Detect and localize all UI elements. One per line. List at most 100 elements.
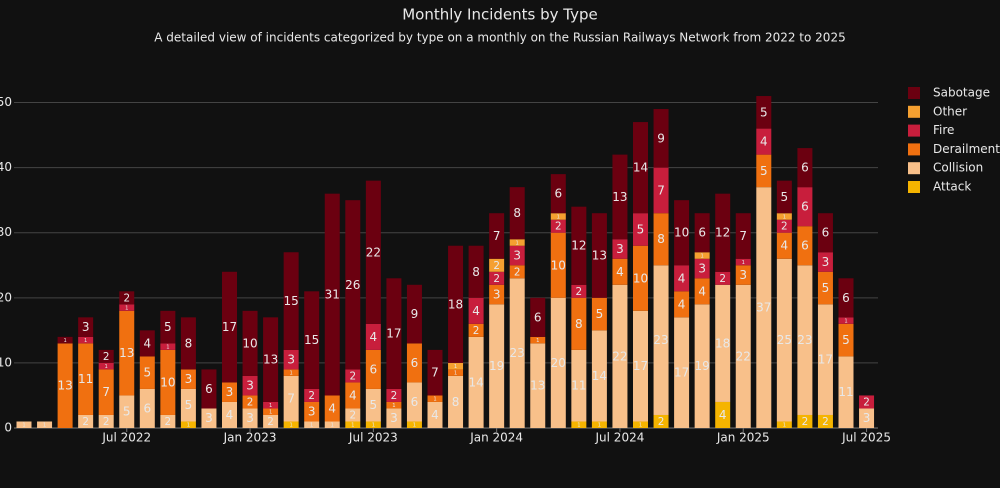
- data-label: 2: [473, 325, 480, 337]
- data-label: 23: [510, 346, 525, 360]
- bar-segment: [633, 245, 648, 311]
- data-label: 6: [411, 395, 419, 409]
- bar-segment: [715, 401, 731, 428]
- data-label: 1: [742, 260, 745, 266]
- x-tick-label: Jan 2025: [716, 431, 770, 445]
- bar-segment: [468, 336, 484, 428]
- data-label: 3: [616, 242, 624, 256]
- data-label: 19: [489, 359, 504, 373]
- data-label: 1: [783, 423, 786, 429]
- bar-segment: [776, 421, 792, 428]
- bar-segment: [324, 193, 340, 396]
- bar-segment: [324, 395, 340, 422]
- bar-segment: [386, 401, 402, 409]
- bar-segment: [386, 278, 402, 389]
- data-label: 3: [493, 288, 501, 302]
- x-tick-label: Jan 2024: [469, 431, 523, 445]
- data-label: 10: [551, 258, 566, 272]
- bar-segment: [406, 284, 422, 344]
- chart-title: Monthly Incidents by Type: [402, 6, 598, 24]
- data-label: 4: [678, 297, 686, 311]
- bar-segment: [365, 388, 381, 422]
- bar-segment: [78, 343, 94, 415]
- data-label: 6: [801, 200, 809, 214]
- data-label: 4: [760, 135, 768, 149]
- x-tick-label: Jan 2023: [223, 431, 277, 445]
- data-label: 22: [736, 349, 751, 363]
- data-label: 1: [577, 423, 580, 429]
- data-label: 1: [413, 423, 416, 429]
- bar-segment: [242, 375, 258, 396]
- data-label: 7: [657, 183, 665, 197]
- bar-segment: [776, 219, 792, 233]
- legend-swatch: [908, 162, 920, 175]
- bar-segment: [735, 258, 751, 266]
- bar-segment: [78, 336, 94, 344]
- data-label: 12: [715, 226, 730, 240]
- data-label: 1: [844, 319, 847, 325]
- data-label: 3: [185, 372, 193, 386]
- data-label: 5: [637, 222, 645, 236]
- data-label: 31: [325, 288, 340, 302]
- bar-segment: [98, 414, 114, 428]
- bar-segment: [550, 297, 566, 428]
- bar-segment: [160, 349, 176, 415]
- bar-segment: [571, 206, 587, 285]
- data-label: 2: [658, 416, 665, 428]
- data-label: 25: [777, 333, 792, 347]
- bar-segment: [694, 278, 710, 305]
- data-label: 3: [698, 262, 706, 276]
- bar-segment: [838, 317, 854, 324]
- bar-segment: [571, 349, 587, 422]
- bar-segment: [139, 356, 155, 389]
- bar-segment: [263, 408, 279, 415]
- bar-segment: [509, 245, 525, 266]
- bar-segment: [139, 330, 155, 357]
- bar-segment: [694, 252, 710, 259]
- bar-segment: [119, 310, 135, 396]
- data-label: 3: [390, 411, 398, 425]
- data-label: 6: [698, 226, 706, 240]
- bar-segment: [838, 356, 854, 428]
- bar-segment: [797, 187, 813, 227]
- bar-segment: [694, 258, 710, 279]
- data-label: 1: [43, 423, 46, 429]
- data-label: 14: [468, 375, 483, 389]
- data-label: 8: [575, 317, 583, 331]
- bar-segment: [489, 271, 505, 285]
- bar-segment: [612, 239, 628, 259]
- data-label: 13: [530, 379, 545, 393]
- data-label: 10: [160, 375, 175, 389]
- bar-segment: [406, 421, 422, 428]
- data-label: 4: [370, 330, 378, 344]
- bar-segment: [797, 414, 813, 428]
- data-label: 1: [392, 403, 395, 409]
- data-label: 8: [657, 232, 665, 246]
- legend-label: Collision: [933, 161, 983, 175]
- data-label: 15: [304, 333, 319, 347]
- bar-segment: [78, 414, 94, 428]
- bar-segment: [242, 395, 258, 409]
- data-label: 17: [386, 327, 401, 341]
- bar-segment: [448, 369, 464, 376]
- data-label: 1: [289, 423, 292, 429]
- data-label: 4: [226, 408, 234, 422]
- bar-segment: [119, 291, 135, 305]
- data-label: 1: [454, 364, 457, 370]
- data-label: 1: [700, 254, 703, 260]
- data-label: 1: [557, 214, 560, 220]
- bar-segment: [674, 291, 690, 318]
- data-label: 13: [263, 353, 278, 367]
- data-label: 5: [123, 405, 131, 419]
- bar-segment: [448, 375, 464, 428]
- data-label: 2: [781, 221, 788, 233]
- y-tick-label: 0: [4, 421, 12, 435]
- y-tick-label: 20: [0, 290, 12, 304]
- data-label: 5: [781, 190, 789, 204]
- data-label: 1: [454, 371, 457, 377]
- bar-segment: [304, 401, 320, 422]
- legend-label: Other: [933, 104, 967, 118]
- data-label: 17: [222, 320, 237, 334]
- bar-segment: [345, 382, 361, 409]
